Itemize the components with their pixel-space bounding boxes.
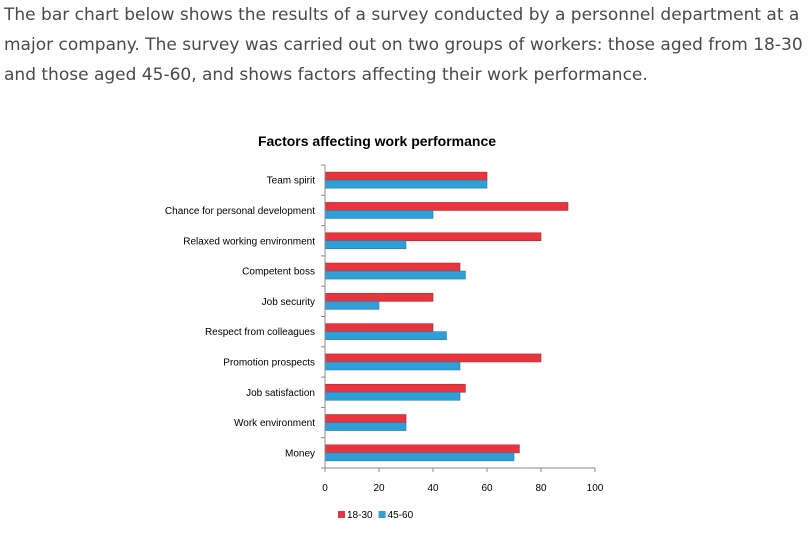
- x-tick-label: 60: [481, 483, 493, 494]
- bar-45-60-0: [324, 179, 488, 189]
- legend-swatch-45-60: [378, 511, 386, 518]
- bar-18-30-1: [324, 202, 569, 211]
- bar-45-60-4: [324, 301, 380, 310]
- category-label: Respect from colleagues: [205, 327, 315, 338]
- category-label: Team spirit: [267, 176, 316, 187]
- intro-paragraph: The bar chart below shows the results of…: [4, 5, 803, 85]
- bar-45-60-9: [324, 452, 515, 462]
- category-label: Job security: [262, 297, 315, 308]
- axes-group: Team spirit Chance for personal developme…: [165, 164, 604, 494]
- bar-45-60-8: [324, 422, 407, 431]
- bar-45-60-5: [324, 331, 447, 340]
- category-label: Work environment: [234, 418, 315, 429]
- bar-18-30-0: [324, 171, 488, 181]
- legend: 18-30 45-60: [338, 510, 414, 521]
- x-tick-label: 20: [373, 483, 385, 494]
- bar-18-30-3: [324, 262, 461, 272]
- bars-group: [324, 171, 569, 462]
- bar-18-30-7: [324, 383, 466, 393]
- x-tick-label: 80: [535, 483, 547, 494]
- legend-label: 45-60: [388, 510, 414, 521]
- legend-label: 18-30: [347, 510, 373, 521]
- bar-18-30-4: [324, 293, 434, 302]
- x-tick-label: 0: [322, 483, 328, 494]
- category-label: Promotion prospects: [223, 357, 315, 368]
- chart-title: Factors affecting work performance: [258, 133, 496, 149]
- bar-45-60-3: [324, 270, 466, 280]
- bar-45-60-7: [324, 391, 461, 401]
- legend-swatch-18-30: [338, 511, 345, 518]
- category-label: Money: [285, 448, 315, 459]
- bar-18-30-5: [324, 323, 434, 332]
- bar-18-30-8: [324, 414, 407, 423]
- bar-18-30-9: [324, 444, 520, 454]
- category-label: Job satisfaction: [246, 388, 315, 399]
- bar-45-60-2: [324, 240, 407, 250]
- x-tick-label: 40: [427, 483, 439, 494]
- bar-18-30-2: [324, 232, 542, 242]
- category-label: Competent boss: [242, 267, 315, 278]
- bar-45-60-6: [324, 361, 461, 371]
- bar-45-60-1: [324, 210, 434, 219]
- x-tick-label: 100: [587, 483, 604, 494]
- category-label: Chance for personal development: [165, 206, 315, 217]
- bar-18-30-6: [324, 353, 542, 363]
- category-label: Relaxed working environment: [183, 236, 315, 247]
